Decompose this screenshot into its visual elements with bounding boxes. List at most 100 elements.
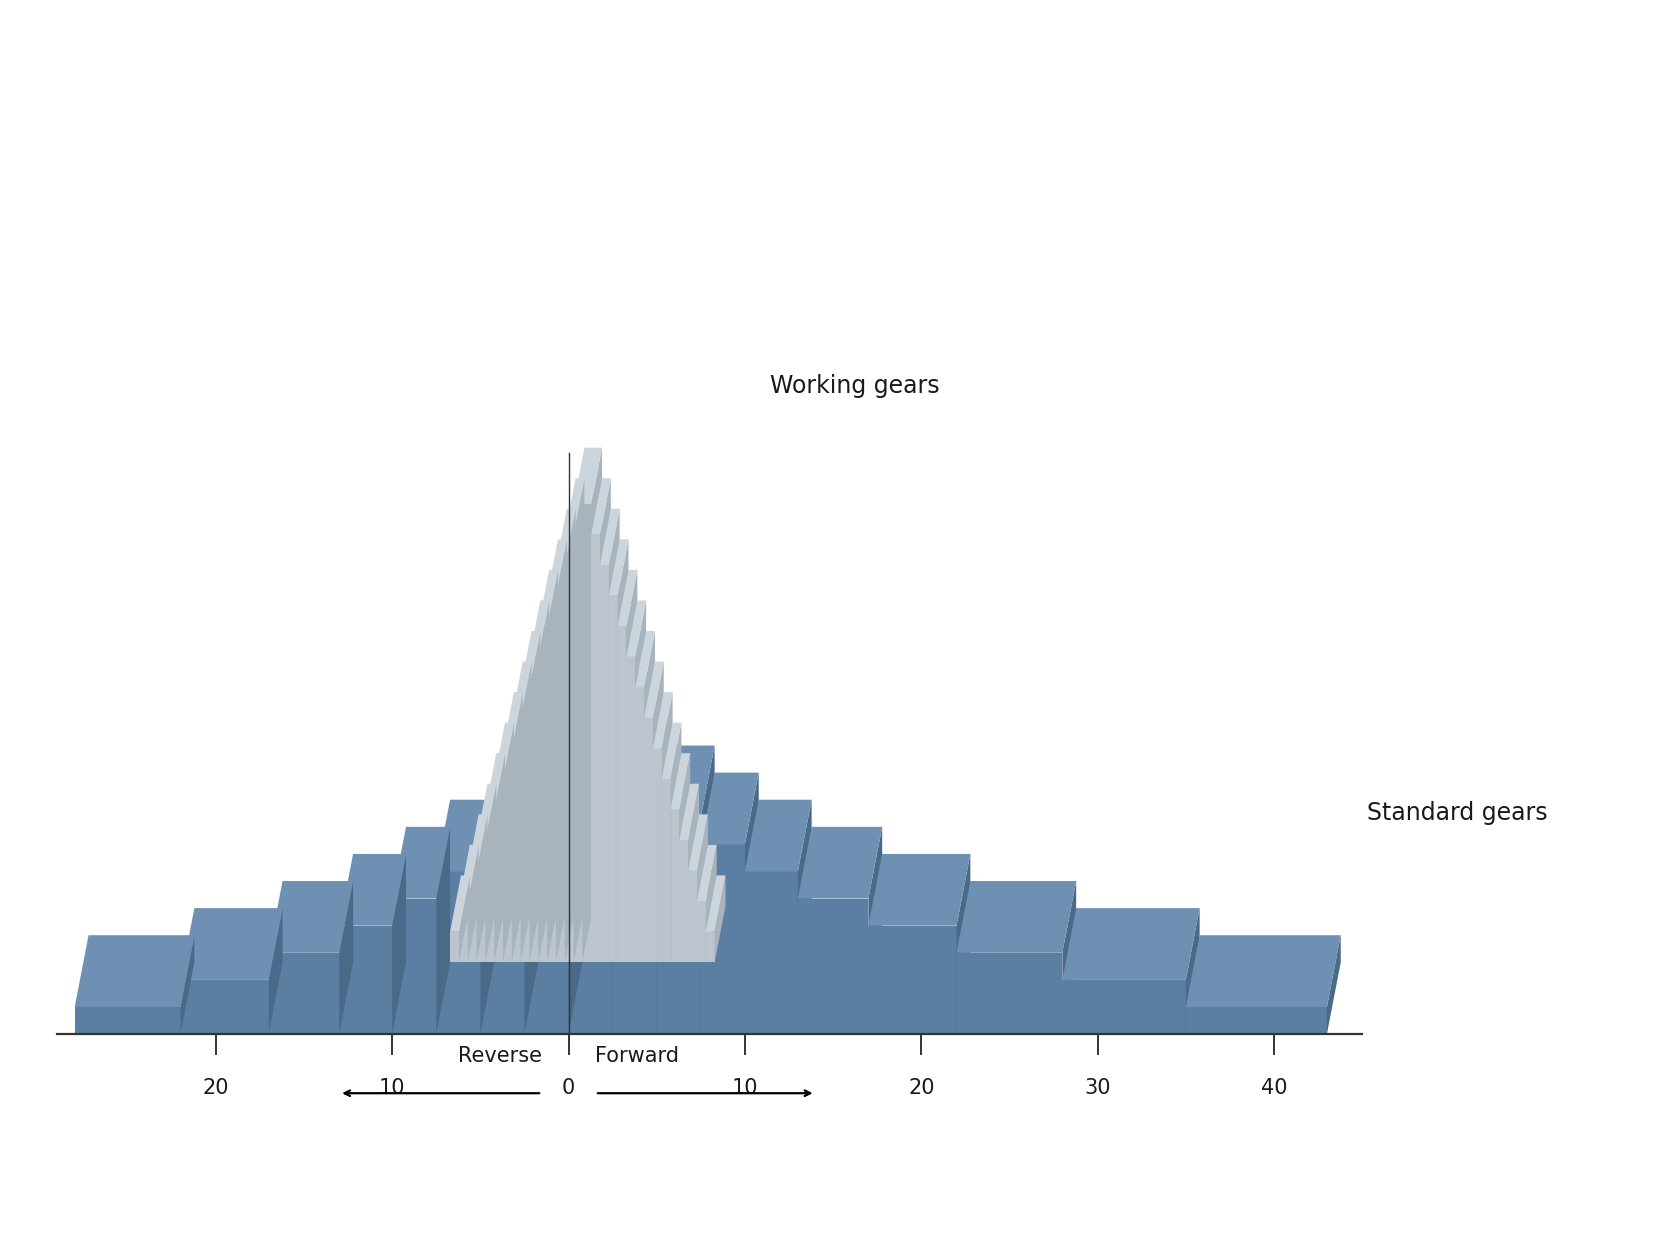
Polygon shape (679, 784, 699, 840)
Polygon shape (486, 784, 496, 963)
Polygon shape (635, 631, 655, 688)
Polygon shape (494, 753, 506, 963)
Polygon shape (74, 1007, 180, 1034)
Polygon shape (654, 662, 664, 963)
Polygon shape (627, 570, 637, 963)
Polygon shape (538, 601, 549, 963)
Text: 40: 40 (1260, 1079, 1287, 1099)
Polygon shape (538, 626, 548, 963)
Polygon shape (706, 845, 717, 963)
Polygon shape (564, 534, 573, 963)
Text: Forward: Forward (595, 1046, 679, 1066)
Polygon shape (180, 935, 195, 1034)
Polygon shape (459, 901, 467, 963)
Polygon shape (502, 692, 522, 748)
Polygon shape (1062, 881, 1077, 1034)
Polygon shape (1062, 908, 1200, 980)
Polygon shape (679, 753, 690, 963)
Polygon shape (869, 926, 956, 1034)
Polygon shape (568, 764, 613, 1034)
Polygon shape (643, 718, 654, 963)
Polygon shape (670, 753, 690, 810)
Polygon shape (437, 827, 450, 1034)
Polygon shape (1186, 1007, 1327, 1034)
Polygon shape (538, 570, 558, 626)
Text: Standard gears: Standard gears (1368, 801, 1547, 825)
Polygon shape (180, 980, 269, 1034)
Polygon shape (701, 746, 714, 1034)
Polygon shape (480, 800, 494, 1034)
Polygon shape (600, 479, 612, 963)
Polygon shape (643, 631, 655, 963)
Polygon shape (494, 723, 514, 779)
Polygon shape (521, 662, 531, 963)
Polygon shape (480, 844, 524, 1034)
Polygon shape (613, 718, 670, 790)
Polygon shape (564, 479, 585, 534)
Polygon shape (1186, 935, 1341, 1007)
Polygon shape (613, 692, 627, 1034)
Polygon shape (657, 818, 701, 1034)
Polygon shape (744, 800, 811, 872)
Polygon shape (512, 718, 521, 963)
Polygon shape (480, 772, 538, 844)
Polygon shape (613, 790, 657, 1034)
Text: 20: 20 (907, 1079, 934, 1099)
Polygon shape (467, 845, 479, 963)
Polygon shape (654, 748, 662, 963)
Text: Working gears: Working gears (769, 374, 939, 398)
Polygon shape (437, 872, 480, 1034)
Polygon shape (679, 840, 689, 963)
Polygon shape (74, 935, 195, 1007)
Polygon shape (689, 784, 699, 963)
Polygon shape (573, 479, 585, 963)
Polygon shape (618, 539, 628, 963)
Polygon shape (180, 908, 282, 980)
Polygon shape (556, 509, 576, 566)
Polygon shape (512, 662, 531, 718)
Polygon shape (486, 810, 494, 963)
Polygon shape (701, 772, 759, 844)
Polygon shape (524, 746, 583, 818)
Polygon shape (662, 779, 670, 963)
Polygon shape (706, 876, 726, 932)
Text: 20: 20 (203, 1079, 228, 1099)
Polygon shape (573, 447, 593, 504)
Polygon shape (339, 926, 391, 1034)
Polygon shape (662, 723, 682, 779)
Polygon shape (583, 504, 591, 963)
Polygon shape (744, 872, 798, 1034)
Polygon shape (635, 601, 647, 963)
Polygon shape (548, 596, 556, 963)
Polygon shape (502, 723, 514, 963)
Polygon shape (437, 800, 494, 872)
Polygon shape (391, 827, 450, 898)
Polygon shape (697, 845, 717, 901)
Polygon shape (467, 871, 477, 963)
Polygon shape (269, 953, 339, 1034)
Polygon shape (689, 871, 697, 963)
Polygon shape (573, 504, 583, 963)
Polygon shape (459, 845, 479, 901)
Polygon shape (657, 746, 714, 818)
Polygon shape (477, 840, 486, 963)
Polygon shape (956, 953, 1062, 1034)
Polygon shape (568, 746, 583, 1034)
Polygon shape (608, 539, 628, 596)
Polygon shape (591, 534, 600, 963)
Text: 10: 10 (380, 1079, 405, 1099)
Polygon shape (701, 844, 744, 1034)
Polygon shape (670, 723, 682, 963)
Polygon shape (467, 814, 487, 871)
Polygon shape (529, 631, 541, 963)
Text: 30: 30 (1084, 1079, 1110, 1099)
Polygon shape (869, 854, 971, 926)
Polygon shape (643, 662, 664, 718)
Polygon shape (548, 539, 566, 596)
Polygon shape (627, 601, 647, 656)
Polygon shape (706, 932, 714, 963)
Polygon shape (521, 631, 541, 688)
Polygon shape (798, 898, 869, 1034)
Polygon shape (529, 656, 538, 963)
Polygon shape (689, 814, 707, 871)
